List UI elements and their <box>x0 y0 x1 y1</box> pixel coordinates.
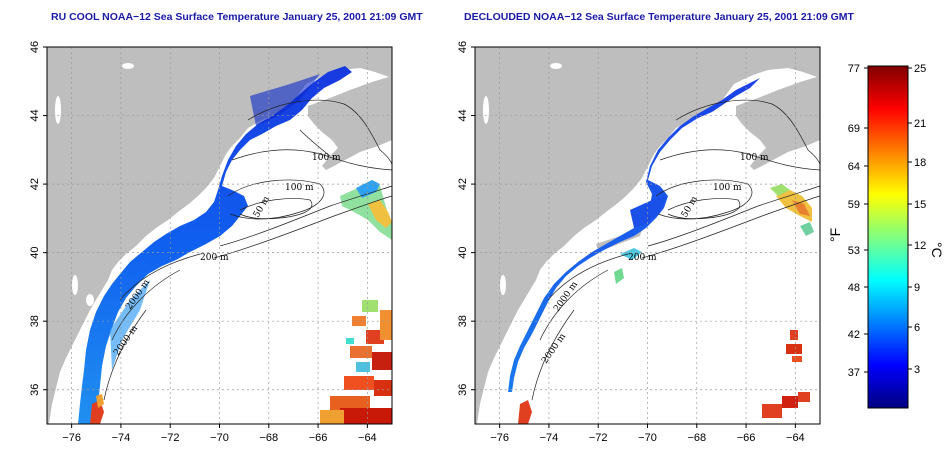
y-tick-label: 38 <box>457 315 469 327</box>
land-mass <box>47 47 392 424</box>
x-tick-label: −72 <box>589 432 608 444</box>
y-tick-label: 46 <box>457 41 469 53</box>
celsius-tick-label: 9 <box>914 282 920 294</box>
x-tick-label: −64 <box>786 432 805 444</box>
celsius-tick-label: 25 <box>914 63 926 75</box>
x-tick-label: −66 <box>309 432 328 444</box>
land-mass <box>475 47 820 424</box>
y-tick-label: 36 <box>457 384 469 396</box>
axis-ticks: −76 −74 −72 −70 −68 −66 −64 36 38 40 42 44 46 <box>29 41 377 444</box>
celsius-tick-label: 18 <box>914 157 926 169</box>
contour-label: 100 m <box>740 153 769 163</box>
x-tick-label: −74 <box>540 432 559 444</box>
celsius-unit: °C <box>929 242 945 258</box>
sst-map-declouded: 100 m 100 m 50 m 200 m 2000 m 2000 m −76… <box>457 41 821 444</box>
fahrenheit-tick-label: 48 <box>848 282 860 294</box>
warm-water-speckles <box>320 300 392 424</box>
fahrenheit-unit: °F <box>827 228 843 242</box>
y-tick-label: 44 <box>457 109 469 121</box>
colorbar-gradient <box>867 65 909 409</box>
bathymetry-contours <box>531 99 821 401</box>
y-tick-label: 40 <box>29 247 41 259</box>
bathymetry-contours <box>103 99 393 401</box>
panel-title-raw: RU COOL NOAA−12 Sea Surface Temperature … <box>51 11 423 23</box>
celsius-tick-label: 6 <box>914 322 920 334</box>
contour-label: 100 m <box>285 183 314 193</box>
panel-title-declouded: DECLOUDED NOAA−12 Sea Surface Temperatur… <box>464 11 854 23</box>
contour-label: 200 m <box>628 253 657 263</box>
y-tick-label: 44 <box>29 109 41 121</box>
fahrenheit-tick-label: 53 <box>848 245 860 257</box>
fahrenheit-tick-label: 64 <box>848 161 860 173</box>
x-tick-label: −74 <box>112 432 131 444</box>
contour-label: 200 m <box>200 253 229 263</box>
fahrenheit-tick-label: 42 <box>848 329 860 341</box>
y-tick-label: 38 <box>29 315 41 327</box>
celsius-tick-label: 3 <box>914 364 920 376</box>
y-tick-label: 42 <box>29 178 41 190</box>
sst-map-raw: 100 m 100 m 50 m 200 m 2000 m 2000 m −76… <box>29 41 393 444</box>
y-tick-label: 42 <box>457 178 469 190</box>
y-tick-label: 40 <box>457 247 469 259</box>
x-tick-label: −76 <box>62 432 81 444</box>
fahrenheit-tick-label: 77 <box>848 63 860 75</box>
fahrenheit-tick-label: 59 <box>848 199 860 211</box>
y-tick-label: 36 <box>29 384 41 396</box>
x-tick-label: −68 <box>687 432 706 444</box>
x-tick-label: −70 <box>210 432 229 444</box>
fahrenheit-tick-label: 69 <box>848 123 860 135</box>
x-tick-label: −76 <box>490 432 509 444</box>
y-tick-label: 46 <box>29 41 41 53</box>
celsius-tick-label: 12 <box>914 240 926 252</box>
temperature-colorbar: 77 69 64 59 53 48 42 37 25 21 18 15 12 9 6 3 °F °C <box>827 63 945 409</box>
x-tick-label: −70 <box>638 432 657 444</box>
contour-label: 100 m <box>713 183 742 193</box>
x-tick-label: −66 <box>737 432 756 444</box>
x-tick-label: −72 <box>161 432 180 444</box>
axis-ticks: −76 −74 −72 −70 −68 −66 −64 36 38 40 42 44 46 <box>457 41 805 444</box>
x-tick-label: −64 <box>358 432 377 444</box>
contour-label: 100 m <box>312 153 341 163</box>
warm-water-patches <box>762 330 810 418</box>
celsius-tick-label: 21 <box>914 118 926 130</box>
fahrenheit-tick-label: 37 <box>848 367 860 379</box>
celsius-tick-label: 15 <box>914 199 926 211</box>
x-tick-label: −68 <box>259 432 278 444</box>
